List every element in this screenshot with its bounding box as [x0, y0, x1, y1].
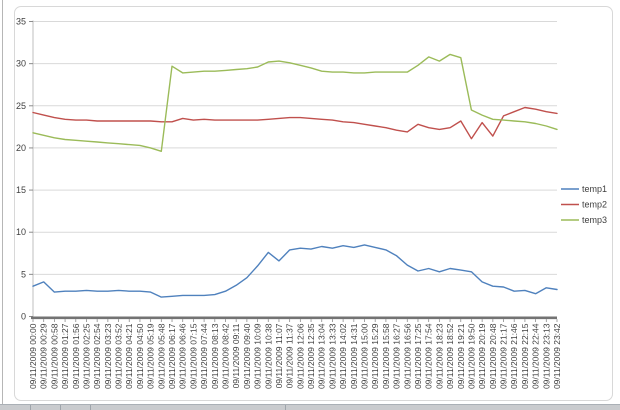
- cell-border: [90, 405, 91, 410]
- x-tick-label: 09/11/2009 06:46: [178, 323, 188, 389]
- cell-border: [30, 405, 31, 410]
- y-tick-label: 35: [16, 17, 26, 27]
- x-tick-label: 09/11/2009 09:40: [242, 323, 252, 389]
- x-tick-label: 09/11/2009 06:17: [167, 323, 177, 389]
- x-tick-label: 09/11/2009 21:46: [509, 323, 519, 389]
- y-tick-label: 0: [21, 312, 26, 322]
- x-tick-label: 09/11/2009 15:00: [360, 323, 370, 389]
- x-tick-label: 09/11/2009 16:27: [392, 323, 402, 389]
- x-tick-label: 09/11/2009 03:23: [103, 323, 113, 389]
- legend-item-temp1[interactable]: temp1: [561, 184, 607, 194]
- legend-item-temp2[interactable]: temp2: [561, 200, 607, 210]
- x-tick-label: 09/11/2009 23:42: [552, 323, 562, 389]
- x-tick-label: 09/11/2009 03:52: [114, 323, 124, 389]
- x-tick-label: 09/11/2009 08:42: [220, 323, 230, 389]
- x-tick-label: 09/11/2009 17:25: [413, 323, 423, 389]
- x-tick-label: 09/11/2009 14:02: [338, 323, 348, 389]
- x-tick-label: 09/11/2009 19:50: [466, 323, 476, 389]
- x-tick-label: 09/11/2009 18:23: [434, 323, 444, 389]
- series-temp1[interactable]: [32, 244, 558, 298]
- x-tick-label: 09/11/2009 12:35: [306, 323, 316, 389]
- x-tick-label: 09/11/2009 13:33: [327, 323, 337, 389]
- x-tick-label: 09/11/2009 13:04: [317, 323, 327, 389]
- x-tick-label: 09/11/2009 10:38: [263, 323, 273, 389]
- x-tick-label: 09/11/2009 00:58: [49, 323, 59, 389]
- x-tick-label: 09/11/2009 10:09: [253, 323, 263, 389]
- series-temp2[interactable]: [32, 106, 558, 140]
- y-tick-label: 5: [21, 269, 26, 279]
- legend-label-temp1: temp1: [582, 184, 607, 194]
- x-tick-label: 09/11/2009 08:13: [210, 323, 220, 389]
- x-tick-label: 09/11/2009 17:54: [424, 323, 434, 389]
- worksheet-bottom-strip: [0, 404, 620, 410]
- legend-label-temp2: temp2: [582, 200, 607, 210]
- x-tick-label: 09/11/2009 07:15: [188, 323, 198, 389]
- x-tick-label: 09/11/2009 14:31: [349, 323, 359, 389]
- x-tick-label: 09/11/2009 16:56: [402, 323, 412, 389]
- cell-border: [60, 405, 61, 410]
- x-tick-label: 09/11/2009 20:48: [488, 323, 498, 389]
- y-tick-label: 25: [16, 101, 26, 111]
- x-tick-label: 09/11/2009 01:56: [71, 323, 81, 389]
- x-tick-label: 09/11/2009 15:58: [381, 323, 391, 389]
- cell-border: [285, 405, 286, 410]
- x-tick-label: 09/11/2009 04:50: [135, 323, 145, 389]
- x-tick-label: 09/11/2009 07:44: [199, 323, 209, 389]
- x-tick-label: 09/11/2009 05:48: [156, 323, 166, 389]
- x-tick-label: 09/11/2009 22:15: [520, 323, 530, 389]
- x-tick-label: 09/11/2009 18:52: [445, 323, 455, 389]
- x-tick-label: 09/11/2009 00:29: [39, 323, 49, 389]
- x-axis: [31, 316, 558, 322]
- y-axis: 0 5 10 15 20 25 30 35: [16, 17, 34, 322]
- y-tick-label: 15: [16, 185, 26, 195]
- x-tick-label: 09/11/2009 02:25: [81, 323, 91, 389]
- x-tick-label: 09/11/2009 23:13: [541, 323, 551, 389]
- y-tick-label: 10: [16, 227, 26, 237]
- x-tick-label: 09/11/2009 09:11: [231, 323, 241, 388]
- x-tick-label: 09/11/2009 19:21: [456, 323, 466, 389]
- legend: temp1 temp2 temp3: [561, 184, 607, 225]
- x-tick-label: 09/11/2009 21:17: [499, 323, 509, 389]
- y-tick-label: 30: [16, 59, 26, 69]
- worksheet-left-edge: [2, 0, 3, 404]
- x-tick-label: 09/11/2009 05:19: [146, 323, 156, 389]
- x-tick-label: 09/11/2009 20:19: [477, 323, 487, 389]
- x-tick-label: 09/11/2009 11:07: [274, 323, 284, 388]
- x-tick-label: 09/11/2009 11:37: [285, 323, 295, 388]
- y-tick-label: 20: [16, 143, 26, 153]
- x-tick-label: 09/11/2009 02:54: [92, 323, 102, 389]
- chart-frame[interactable]: [14, 6, 613, 401]
- legend-item-temp3[interactable]: temp3: [561, 215, 607, 225]
- gridlines: [33, 21, 557, 275]
- x-tick-label: 09/11/2009 01:27: [60, 323, 70, 389]
- series-temp3[interactable]: [32, 53, 558, 153]
- x-tick-label: 09/11/2009 22:44: [531, 323, 541, 389]
- x-tick-label: 09/11/2009 04:21: [124, 323, 134, 389]
- x-tick-label: 09/11/2009 15:29: [370, 323, 380, 389]
- x-axis-labels: 09/11/2009 00:00 09/11/2009 00:29 09/11/20…: [28, 323, 562, 389]
- x-tick-label: 09/11/2009 00:00: [28, 323, 38, 389]
- x-tick-label: 09/11/2009 12:06: [295, 323, 305, 389]
- legend-label-temp3: temp3: [582, 215, 607, 225]
